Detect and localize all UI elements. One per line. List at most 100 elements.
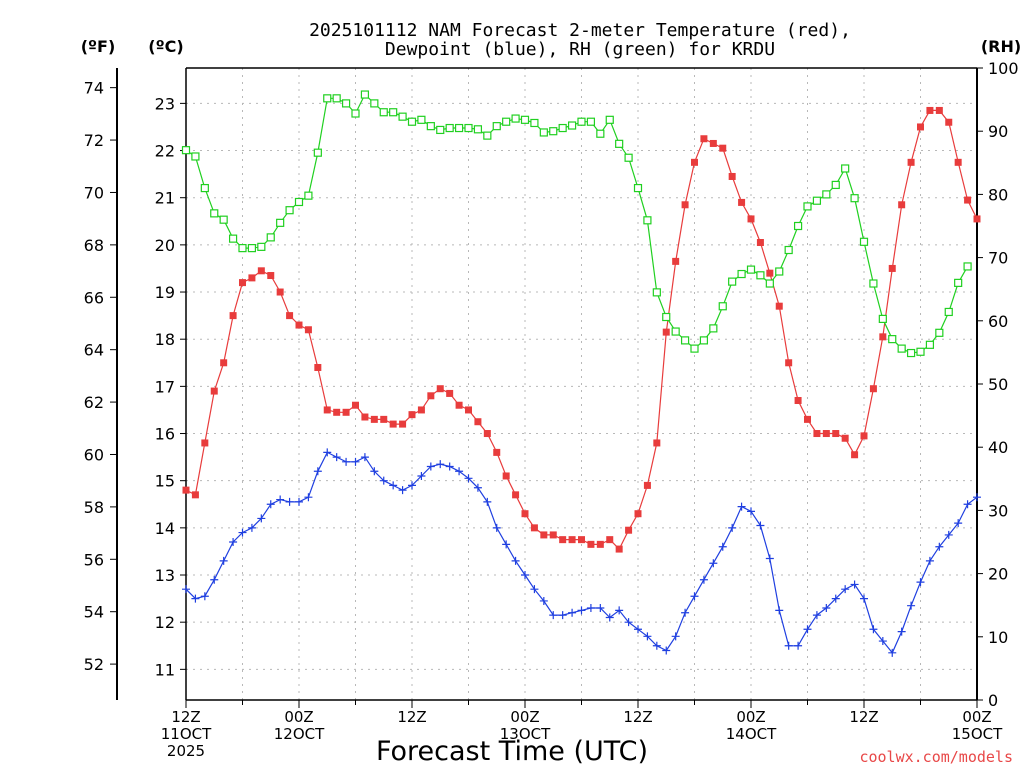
fahrenheit-tick-label: 66 [84, 288, 104, 307]
temperature-point [295, 321, 303, 329]
dewpoint-point [596, 604, 605, 613]
dewpoint-point [379, 476, 388, 485]
temperature-point [888, 264, 896, 272]
temperature-point [276, 288, 284, 296]
rh-point [379, 108, 388, 117]
rh-point [803, 202, 812, 211]
temperature-point [709, 139, 717, 147]
dewpoint-point [549, 611, 558, 620]
temperature-point [653, 439, 661, 447]
dewpoint-point [907, 601, 916, 610]
rh-point [567, 121, 577, 130]
temperature-point [220, 359, 228, 367]
rh-point [257, 242, 266, 251]
rh-point [906, 348, 916, 358]
fahrenheit-tick-label: 62 [84, 393, 104, 412]
rh-point [520, 115, 530, 124]
temperature-point [869, 385, 877, 393]
dewpoint-point [210, 575, 219, 584]
rh-point [370, 99, 379, 108]
temperature-point [389, 420, 397, 428]
dewpoint-point [765, 554, 774, 563]
dewpoint-point [681, 608, 690, 617]
dewpoint-point [455, 467, 464, 476]
temperature-point [229, 312, 237, 320]
temperature-point [832, 430, 840, 438]
temperature-point [813, 430, 821, 438]
temperature-point [700, 135, 708, 143]
dewpoint-point [605, 613, 614, 622]
rh-point [539, 128, 548, 137]
dewpoint-point [897, 627, 906, 636]
dewpoint-point [511, 556, 520, 565]
rh-point [784, 245, 793, 255]
rh-point [238, 244, 247, 253]
temperature-point [399, 420, 407, 428]
temperature-point [907, 158, 915, 166]
dewpoint-point [888, 648, 897, 657]
temperature-point [926, 106, 934, 114]
temperature-point [954, 158, 962, 166]
rh-point [878, 314, 887, 324]
rh-point [332, 94, 341, 103]
temperature-point [182, 486, 190, 494]
rh-tick-label: 70 [988, 249, 1008, 268]
fahrenheit-tick-label: 74 [84, 79, 104, 98]
rh-point [793, 221, 803, 231]
temperature-point [738, 198, 746, 206]
x-tick-label: 12Z [849, 708, 878, 726]
dewpoint-point [408, 481, 416, 490]
dewpoint-point [973, 493, 981, 502]
rh-point [577, 117, 586, 126]
dewpoint-point [332, 453, 341, 462]
rh-point [709, 324, 718, 333]
rh-point [954, 278, 963, 287]
rh-point [247, 244, 257, 253]
dewpoint-point [935, 542, 944, 551]
dewpoint-point [963, 500, 972, 509]
temperature-point [352, 401, 359, 409]
chart-title-line-2: Dewpoint (blue), RH (green) for KRDU [385, 39, 775, 60]
temperature-point [935, 106, 943, 114]
rh-point [436, 125, 445, 135]
temperature-point [483, 430, 491, 438]
dewpoint-point [360, 453, 369, 462]
dewpoint-point [718, 542, 727, 551]
rh-point [746, 265, 756, 274]
x-tick-label: 12Z [397, 708, 426, 726]
rh-tick-label: 90 [988, 122, 1008, 141]
temperature-point [380, 415, 388, 423]
dewpoint-point [878, 637, 887, 646]
rh-point [313, 148, 322, 157]
dewpoint-point [860, 594, 868, 603]
rh-point [963, 262, 972, 271]
rh-point [341, 99, 351, 108]
x-tick-label: 00Z [284, 708, 313, 726]
rh-point [690, 344, 699, 353]
dewpoint-point [756, 521, 765, 530]
temperature-point [578, 536, 585, 544]
rh-point [454, 123, 464, 133]
dewpoint-point [285, 497, 294, 506]
rh-point [181, 146, 191, 155]
rh-point [586, 117, 596, 126]
temperature-point [257, 267, 265, 275]
rh-point [916, 347, 925, 356]
rh-point [266, 233, 275, 242]
rh-point [285, 206, 294, 215]
dewpoint-point [370, 467, 379, 476]
dewpoint-point [869, 625, 878, 634]
rh-point [737, 269, 746, 279]
dewpoint-point [295, 497, 303, 506]
dewpoint-point [276, 495, 285, 504]
celsius-tick-label: 18 [155, 330, 175, 349]
dewpoint-point [831, 594, 840, 603]
dewpoint-point [313, 467, 322, 476]
fahrenheit-tick-label: 58 [84, 498, 104, 517]
dewpoint-point [483, 497, 492, 506]
fahrenheit-tick-label: 70 [84, 183, 104, 202]
temperature-point [512, 491, 520, 499]
temperature-point [794, 397, 802, 405]
rh-point [530, 118, 539, 128]
credit-link[interactable]: coolwx.com/models [859, 748, 1013, 766]
